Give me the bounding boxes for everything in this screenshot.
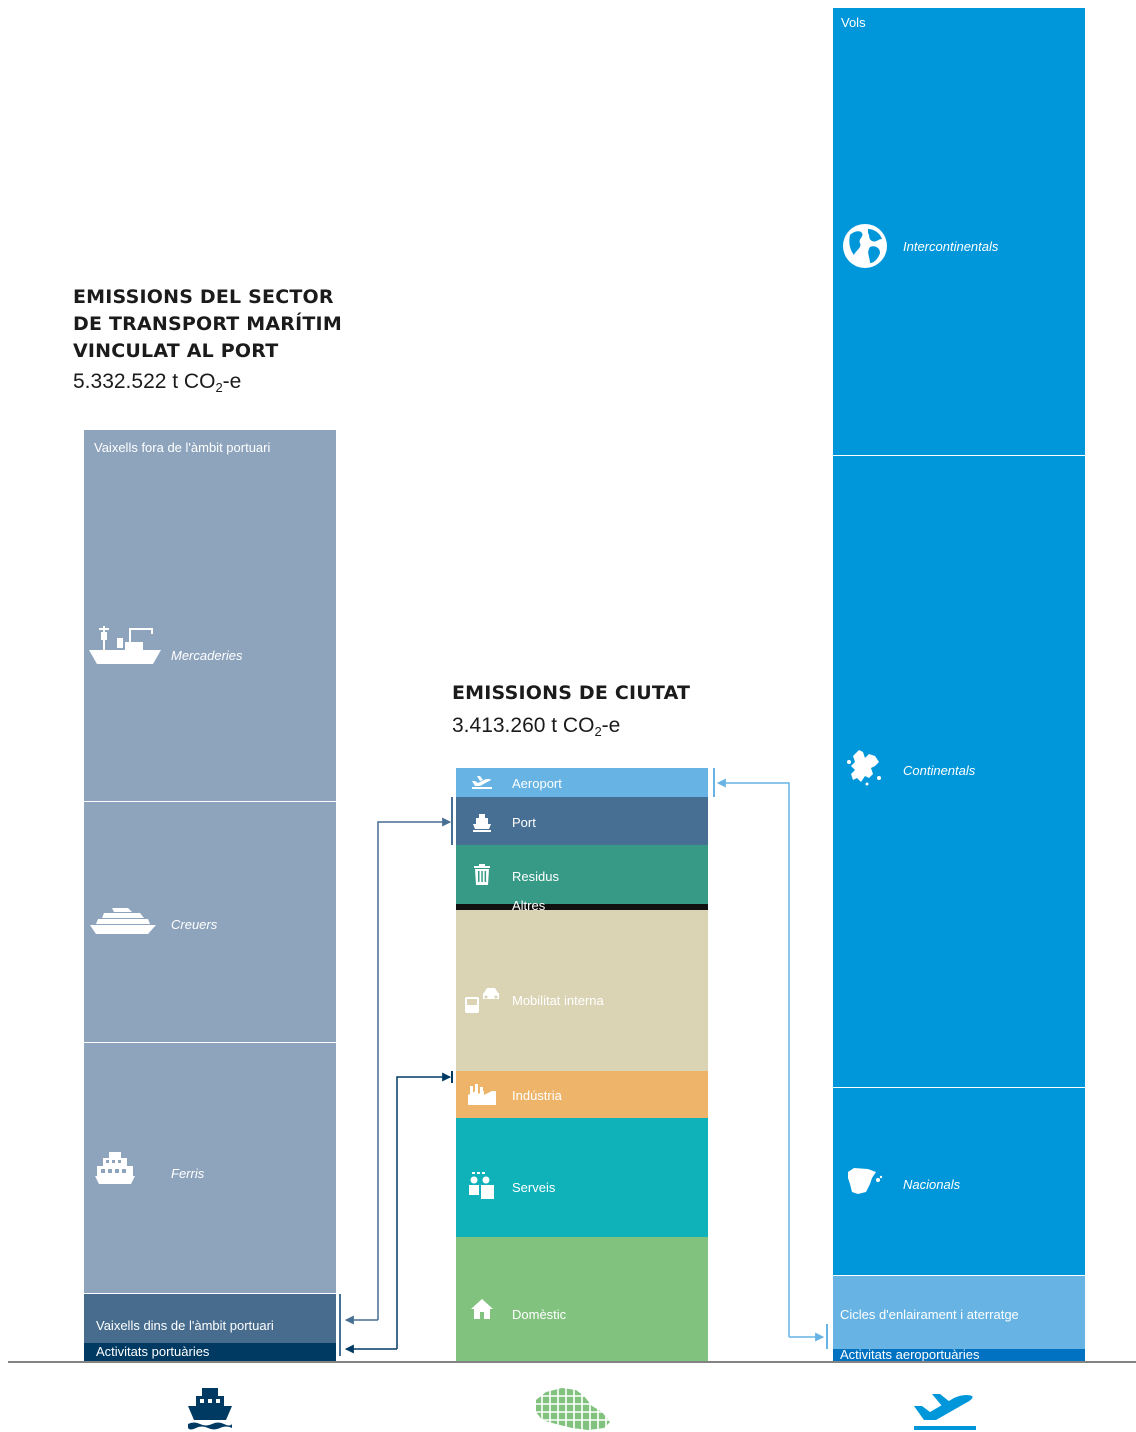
air-vols-label: Vols (841, 15, 866, 30)
city-seg-aeroport (456, 768, 708, 797)
house-icon (471, 1299, 493, 1319)
connector-port-dins (377, 817, 452, 1320)
factory-icon (468, 1084, 496, 1105)
connector-airport (716, 778, 790, 1337)
cruise-ship-icon (90, 908, 156, 934)
port-title: EMISSIONS DEL SECTOR DE TRANSPORT MARÍTI… (73, 284, 342, 365)
air-seg-cicles (833, 1276, 1085, 1349)
services-icon (469, 1172, 494, 1199)
spain-map-icon (848, 1168, 883, 1194)
city-title: EMISSIONS DE CIUTAT (452, 682, 691, 704)
ship-icon (188, 1388, 232, 1430)
city-label-residus: Residus (512, 869, 559, 884)
connector-port-activitats (396, 1072, 452, 1349)
city-label-serveis: Serveis (512, 1180, 556, 1195)
city-seg-serveis (456, 1118, 708, 1237)
air-label-cicles: Cicles d'enlairament i aterratge (840, 1307, 1019, 1322)
port-label-ferris: Ferris (171, 1166, 205, 1181)
trash-icon (474, 864, 490, 885)
air-seg-nacionals (833, 1088, 1085, 1275)
air-label-continentals: Continentals (903, 763, 976, 778)
city-label-altres: Altres (512, 898, 546, 913)
port-seg-dins (84, 1294, 336, 1343)
air-seg-activitats (833, 1349, 1085, 1361)
port-title-line-1: EMISSIONS DEL SECTOR (73, 286, 334, 308)
port-label-creuers: Creuers (171, 917, 218, 932)
port-seg-activitats (84, 1343, 336, 1361)
port-title-line-2: DE TRANSPORT MARÍTIM (73, 313, 342, 335)
city-total: 3.413.260 t CO2-e (452, 714, 621, 739)
port-title-line-3: VINCULAT AL PORT (73, 340, 279, 362)
air-label-activitats: Activitats aeroportuàries (840, 1347, 980, 1362)
city-label-domestic: Domèstic (512, 1307, 567, 1322)
city-label-mobilitat: Mobilitat interna (512, 993, 604, 1008)
city-label-industria: Indústria (512, 1088, 562, 1103)
city-seg-mobilitat (456, 910, 708, 1071)
cargo-ship-icon (89, 626, 161, 664)
port-label-activitats: Activitats portuàries (96, 1344, 210, 1359)
city-seg-altres (456, 904, 708, 910)
air-label-intercontinentals: Intercontinentals (903, 239, 999, 254)
air-seg-continentals (833, 456, 1085, 1087)
city-seg-industria (456, 1071, 708, 1118)
port-seg-mercaderies (84, 430, 336, 801)
port-outside-label: Vaixells fora de l'àmbit portuari (94, 440, 271, 455)
europe-map-icon (847, 750, 881, 786)
boat-small-icon (473, 814, 491, 832)
plane-small-icon (472, 776, 492, 789)
city-seg-residus (456, 845, 708, 904)
barcelona-map-icon (532, 1388, 612, 1430)
port-label-mercaderies: Mercaderies (171, 648, 243, 663)
city-seg-domestic (456, 1237, 708, 1361)
ferry-icon (95, 1152, 135, 1184)
airplane-takeoff-icon (914, 1394, 976, 1430)
vehicles-icon (465, 988, 499, 1013)
port-label-dins: Vaixells dins de l'àmbit portuari (96, 1318, 274, 1333)
air-label-nacionals: Nacionals (903, 1177, 961, 1192)
globe-icon (843, 224, 887, 268)
city-label-port: Port (512, 815, 536, 830)
city-seg-port (456, 797, 708, 845)
port-total: 5.332.522 t CO2-e (73, 370, 242, 395)
city-label-aeroport: Aeroport (512, 776, 562, 791)
